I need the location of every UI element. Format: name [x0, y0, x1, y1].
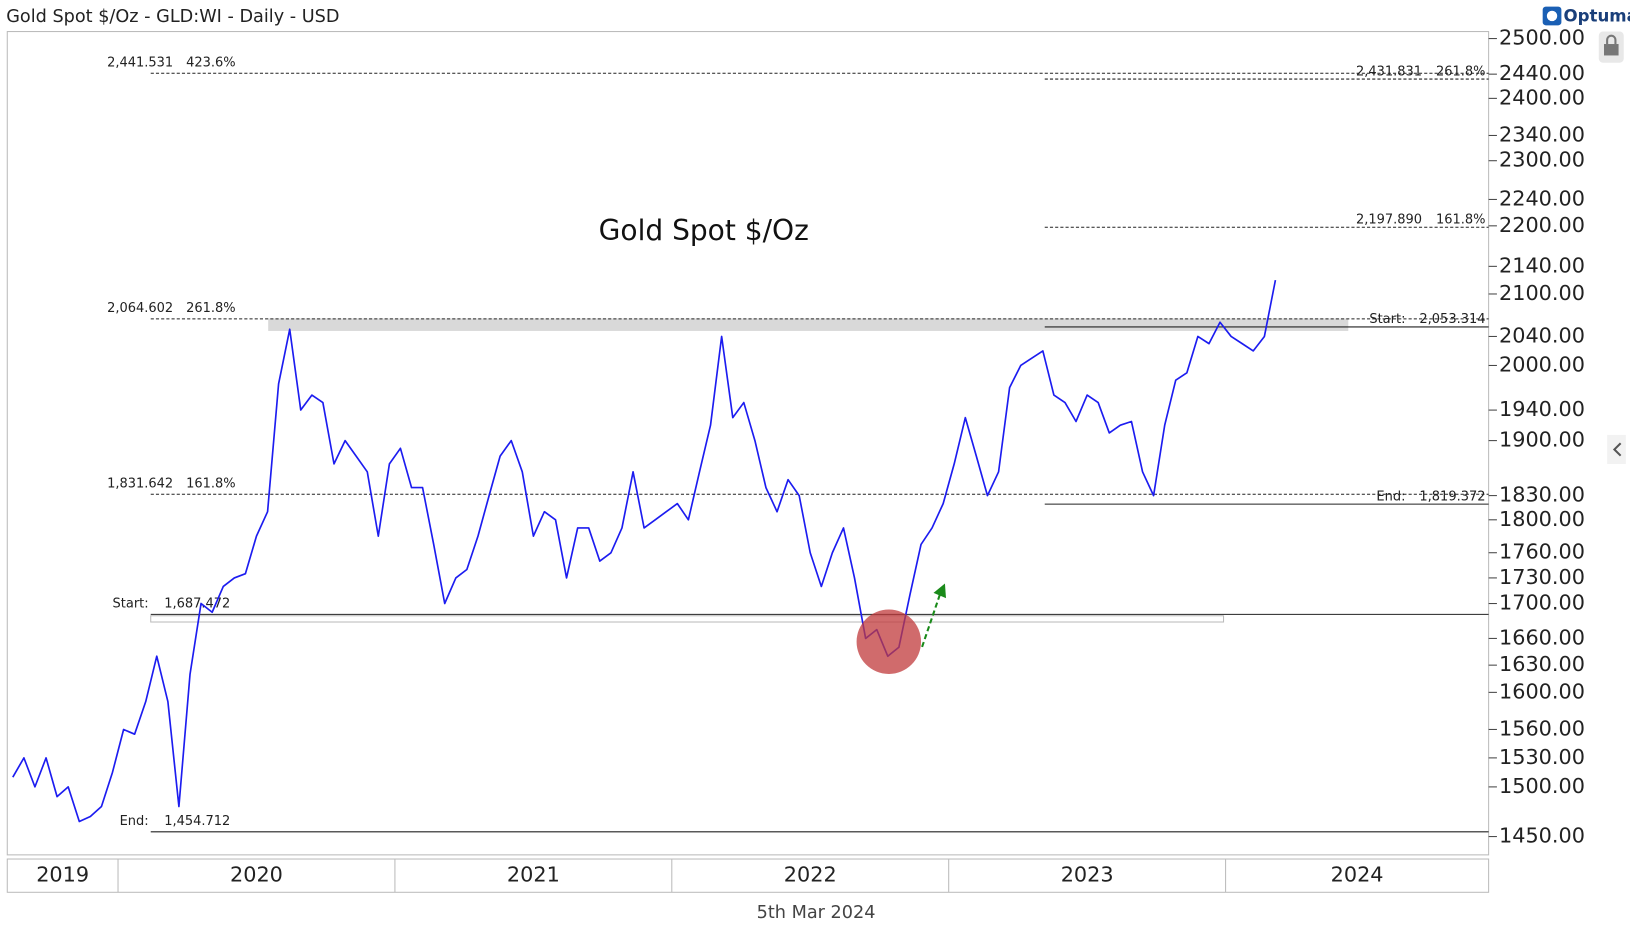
y-tick-label: 1660.00: [1499, 625, 1585, 649]
panel-toggle[interactable]: [1607, 434, 1626, 464]
level-label: 2,197.890: [1356, 212, 1422, 227]
y-tick-label: 1500.00: [1499, 774, 1585, 798]
arrow: [921, 594, 941, 648]
level-label: 1,454.712: [164, 814, 230, 829]
y-tick-label: 1760.00: [1499, 540, 1585, 564]
price-line: [12, 279, 1277, 823]
level-ratio: 261.8%: [186, 301, 236, 316]
y-tick-label: 2140.00: [1499, 253, 1585, 277]
resistance-zone: [268, 318, 1349, 331]
y-tick-label: 2100.00: [1499, 281, 1585, 305]
plot-frame: [6, 31, 1490, 856]
arrow-head: [933, 583, 946, 599]
y-tick-label: 1630.00: [1499, 652, 1585, 676]
y-tick-label: 2500.00: [1499, 26, 1585, 50]
y-tick-label: 2040.00: [1499, 323, 1585, 347]
y-tick-label: 1700.00: [1499, 591, 1585, 615]
level-tag: Start:: [1369, 312, 1405, 327]
y-tick-label: 1560.00: [1499, 716, 1585, 740]
chart-title: Gold Spot $/Oz: [599, 214, 809, 247]
y-tick-label: 1530.00: [1499, 745, 1585, 769]
lock-icon: [1606, 34, 1617, 45]
level-label: 2,431.831: [1356, 64, 1422, 79]
level-ratio: 423.6%: [186, 55, 236, 70]
x-axis-band: [6, 858, 1490, 893]
level-ratio: 261.8%: [1436, 64, 1486, 79]
y-tick-label: 1800.00: [1499, 507, 1585, 531]
y-tick-label: 1940.00: [1499, 397, 1585, 421]
y-tick-label: 2400.00: [1499, 85, 1585, 109]
y-tick-label: 1900.00: [1499, 428, 1585, 452]
lock-icon: [1604, 44, 1619, 56]
x-band-label: 2023: [1061, 863, 1114, 887]
y-tick-label: 2240.00: [1499, 186, 1585, 210]
y-tick-label: 2340.00: [1499, 122, 1585, 146]
y-tick-label: 2440.00: [1499, 61, 1585, 85]
x-band-label: 2024: [1331, 863, 1384, 887]
support-zone: [150, 615, 1225, 623]
date-label: 5th Mar 2024: [757, 903, 876, 923]
level-tag: End:: [120, 814, 149, 829]
panel-toggle-icon: [1612, 442, 1622, 457]
level-label: 1,687.472: [164, 596, 230, 611]
chart-header: Gold Spot $/Oz - GLD:WI - Daily - USD: [6, 7, 339, 27]
y-tick-label: 2200.00: [1499, 213, 1585, 237]
y-tick-label: 1450.00: [1499, 824, 1585, 848]
highlight-circle: [856, 609, 922, 674]
level-tag: End:: [1376, 489, 1405, 504]
level-label: 2,064.602: [107, 301, 173, 316]
level-label: 2,441.531: [107, 55, 173, 70]
level-label: 1,819.372: [1419, 489, 1485, 504]
level-tag: Start:: [113, 596, 149, 611]
x-band-label: 2020: [230, 863, 283, 887]
y-tick-label: 2300.00: [1499, 148, 1585, 172]
x-band-label: 2021: [507, 863, 560, 887]
x-band-label: 2022: [784, 863, 837, 887]
brand: Optuma: [1563, 6, 1630, 25]
level-ratio: 161.8%: [186, 476, 236, 491]
y-tick-label: 1830.00: [1499, 483, 1585, 507]
x-band-label: 2019: [36, 863, 89, 887]
level-label: 2,053.314: [1419, 312, 1485, 327]
brand-icon-mark: [1546, 10, 1558, 22]
y-tick-label: 1730.00: [1499, 565, 1585, 589]
level-ratio: 161.8%: [1436, 212, 1486, 227]
y-tick-label: 2000.00: [1499, 352, 1585, 376]
y-tick-label: 1600.00: [1499, 679, 1585, 703]
level-label: 1,831.642: [107, 476, 173, 491]
